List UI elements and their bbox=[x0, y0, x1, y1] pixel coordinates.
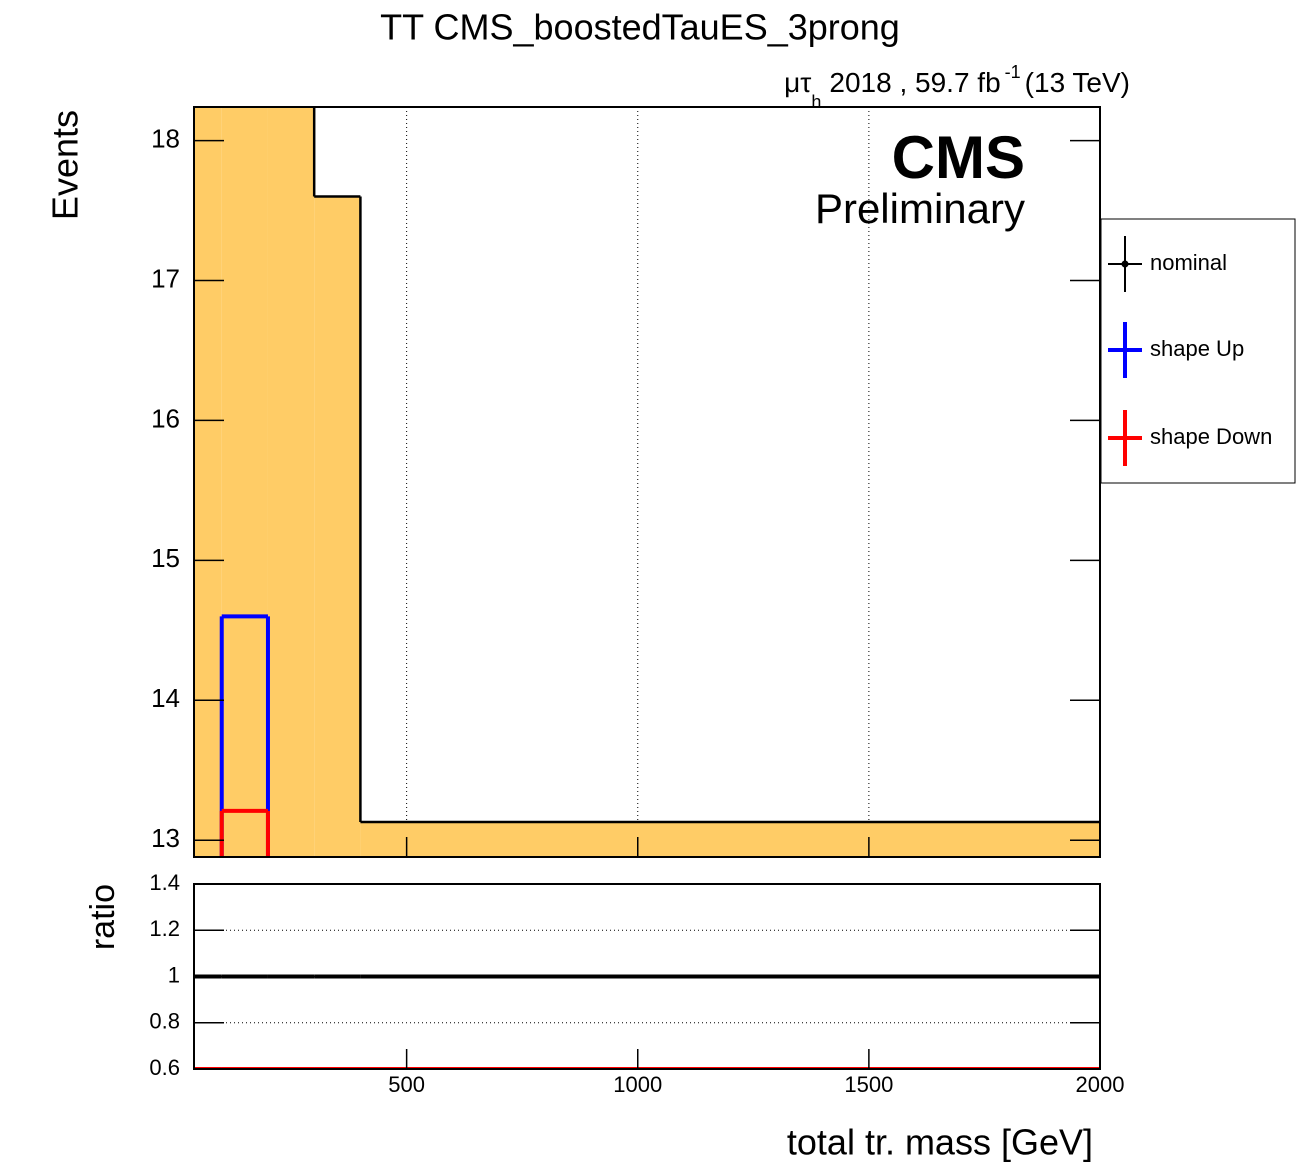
y-tick-label: 18 bbox=[151, 123, 180, 153]
lumi-label: μτh 2018 , 59.7 fb -1 (13 TeV) bbox=[784, 62, 1130, 112]
hist-bin-fill bbox=[267, 107, 315, 857]
hist-bin-fill bbox=[194, 107, 222, 857]
overlay: 13 14 15 16 17 18 0.6 0.8 1 1.2 1.4 500 1000 1500 2000 bbox=[149, 106, 1125, 1097]
y-tick-label: 1.2 bbox=[149, 916, 180, 941]
x-axis-label: total tr. mass [GeV] bbox=[787, 1122, 1093, 1163]
y-tick-label: 0.8 bbox=[149, 1009, 180, 1034]
legend-marker bbox=[1121, 260, 1129, 268]
hist-bin-fill bbox=[221, 107, 268, 857]
lumi-channel: μτ bbox=[784, 67, 811, 98]
y-tick-label: 17 bbox=[151, 263, 180, 293]
y-tick-label: 16 bbox=[151, 403, 180, 433]
y-axis-label: Events bbox=[45, 110, 86, 220]
lumi-text: 2018 , 59.7 fb bbox=[829, 67, 1000, 98]
x-tick-label: 1000 bbox=[613, 1072, 662, 1097]
hist-bin-fill bbox=[314, 196, 361, 857]
y-tick-label: 0.6 bbox=[149, 1055, 180, 1080]
hist-bin-fill bbox=[360, 822, 1100, 857]
cms-label: CMS bbox=[892, 124, 1025, 191]
legend-label: nominal bbox=[1150, 250, 1227, 275]
legend-label: shape Up bbox=[1150, 336, 1244, 361]
cms-sublabel: Preliminary bbox=[815, 185, 1025, 232]
lumi-exp: -1 bbox=[1005, 62, 1021, 82]
y-tick-label: 14 bbox=[151, 683, 180, 713]
y-tick-label: 13 bbox=[151, 823, 180, 853]
ratio-axis-label: ratio bbox=[84, 884, 122, 950]
legend-label: shape Down bbox=[1150, 424, 1272, 449]
y-tick-label: 1 bbox=[168, 962, 180, 987]
lumi-energy: (13 TeV) bbox=[1025, 67, 1130, 98]
ratio-plot-area bbox=[194, 884, 1100, 1069]
y-tick-label: 1.4 bbox=[149, 870, 180, 895]
chart-title: TT CMS_boostedTauES_3prong bbox=[380, 7, 900, 48]
y-tick-label: 15 bbox=[151, 543, 180, 573]
plot-frame bbox=[193, 106, 1101, 858]
lumi-channel-sub: h bbox=[811, 92, 821, 112]
x-tick-label: 1500 bbox=[844, 1072, 893, 1097]
main-plot-area bbox=[194, 107, 1100, 857]
x-tick-label: 2000 bbox=[1076, 1072, 1125, 1097]
legend: nominal shape Up shape Down bbox=[1108, 236, 1272, 466]
x-tick-label: 500 bbox=[388, 1072, 425, 1097]
